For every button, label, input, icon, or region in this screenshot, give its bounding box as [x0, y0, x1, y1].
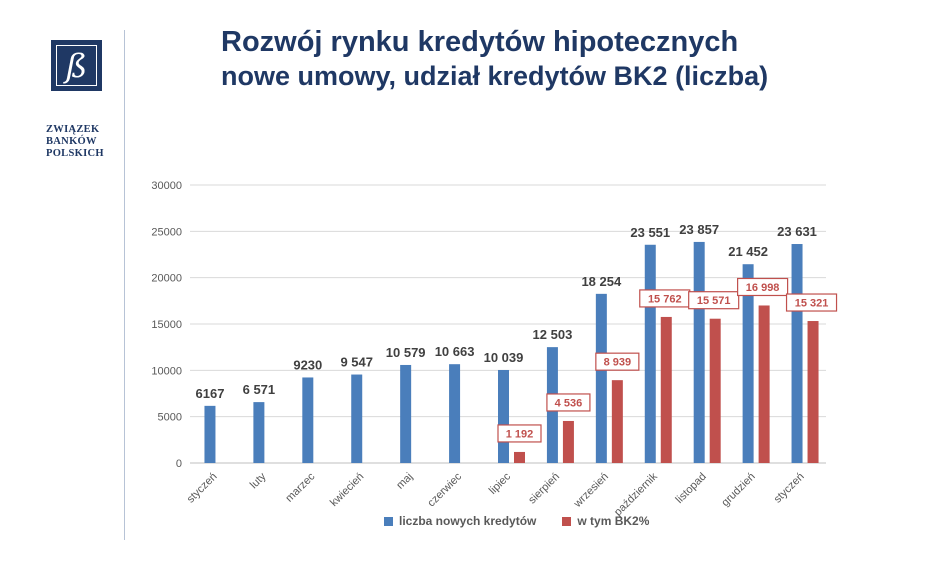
y-tick-label: 5000 — [158, 412, 182, 424]
y-tick-label: 25000 — [151, 226, 182, 238]
x-tick-label: luty — [248, 470, 269, 491]
data-label-series-1: 9 547 — [340, 355, 373, 370]
x-tick-label: listopad — [674, 471, 709, 506]
logo-monogram-icon: ß — [65, 46, 88, 85]
legend-swatch-red — [562, 516, 572, 526]
bar-series-2 — [758, 305, 770, 463]
x-tick-label: kwiecień — [328, 471, 366, 509]
bar-series-1 — [204, 405, 216, 463]
page-title: Rozwój rynku kredytów hipotecznych — [221, 26, 739, 58]
divider-line — [124, 30, 125, 540]
x-tick-label: czerwiec — [425, 470, 464, 509]
x-tick-label: sierpień — [526, 471, 562, 507]
zbp-logo: ß — [51, 40, 102, 91]
x-tick-label: październik — [612, 470, 660, 518]
x-tick-label: maj — [394, 471, 415, 492]
data-label-box-series-2 — [497, 424, 542, 443]
data-label-series-1: 6 571 — [243, 382, 276, 397]
bar-series-1 — [351, 374, 363, 463]
data-label-series-1: 10 039 — [484, 350, 524, 365]
data-label-series-2: 4 536 — [555, 397, 583, 409]
bar-series-1 — [498, 369, 509, 463]
logo-line-2: BANKÓW — [46, 136, 97, 147]
data-label-series-2: 15 762 — [648, 293, 682, 305]
data-label-series-1: 18 254 — [581, 274, 622, 289]
data-label-series-1: 23 857 — [679, 222, 719, 237]
data-label-series-1: 12 503 — [533, 327, 573, 342]
bar-series-1 — [791, 244, 803, 463]
y-tick-label: 10000 — [151, 365, 182, 377]
bar-series-1 — [449, 364, 461, 463]
bar-series-1 — [595, 293, 607, 463]
data-label-series-2: 8 939 — [604, 357, 632, 369]
data-label-series-1: 21 452 — [728, 244, 768, 259]
bar-series-2 — [709, 318, 721, 463]
data-label-series-2: 15 321 — [795, 298, 829, 310]
data-label-box-series-2 — [688, 291, 740, 310]
y-tick-label: 0 — [176, 458, 182, 470]
y-tick-label: 15000 — [151, 319, 182, 331]
bar-series-1 — [302, 377, 314, 463]
data-label-series-1: 6167 — [196, 386, 225, 401]
x-tick-label: styczeń — [772, 471, 807, 506]
bar-series-2 — [611, 380, 623, 463]
bar-series-2 — [562, 420, 574, 463]
x-tick-label: wrzesień — [571, 471, 611, 511]
data-label-series-1: 10 663 — [435, 344, 475, 359]
x-tick-label: marzec — [283, 470, 317, 504]
y-tick-label: 30000 — [151, 180, 182, 192]
x-tick-label: lipiec — [487, 470, 514, 497]
bar-series-2 — [807, 321, 819, 463]
data-label-series-1: 10 579 — [386, 345, 426, 360]
chart-legend: liczba nowych kredytów w tym BK2% — [384, 514, 675, 528]
legend-item-series-2: w tym BK2% — [562, 514, 649, 528]
data-label-series-2: 15 571 — [697, 295, 731, 307]
data-label-box-series-2 — [595, 352, 640, 371]
x-tick-label: grudzień — [719, 471, 757, 509]
bar-series-1 — [742, 264, 754, 463]
logo-wordmark: ZWIĄZEK BANKÓW POLSKICH — [46, 124, 116, 160]
bar-series-1 — [253, 402, 265, 463]
logo-line-1: ZWIĄZEK — [46, 124, 100, 135]
data-label-box-series-2 — [737, 277, 789, 297]
legend-item-series-1: liczba nowych kredytów — [384, 514, 536, 528]
data-label-series-1: 23 631 — [777, 224, 817, 239]
data-label-series-2: 1 192 — [506, 428, 534, 440]
bar-series-1 — [693, 241, 705, 463]
x-tick-label: styczeń — [185, 471, 220, 506]
legend-swatch-blue — [384, 516, 393, 526]
data-label-series-1: 9230 — [293, 357, 322, 372]
data-label-series-2: 16 998 — [746, 282, 780, 294]
legend-label-series-2: w tym BK2% — [577, 514, 650, 528]
bar-series-2 — [514, 451, 525, 463]
bar-series-1 — [400, 364, 412, 463]
bar-series-1 — [644, 244, 656, 463]
y-tick-label: 20000 — [151, 273, 182, 285]
data-label-box-series-2 — [785, 293, 838, 312]
data-label-box-series-2 — [546, 393, 591, 412]
page-subtitle: nowe umowy, udział kredytów BK2 (liczba) — [221, 61, 769, 91]
bar-series-2 — [660, 316, 672, 463]
data-label-series-1: 23 551 — [630, 225, 670, 240]
logo-frame: ß — [56, 45, 97, 86]
legend-label-series-1: liczba nowych kredytów — [399, 514, 537, 528]
logo-line-3: POLSKICH — [46, 148, 104, 159]
